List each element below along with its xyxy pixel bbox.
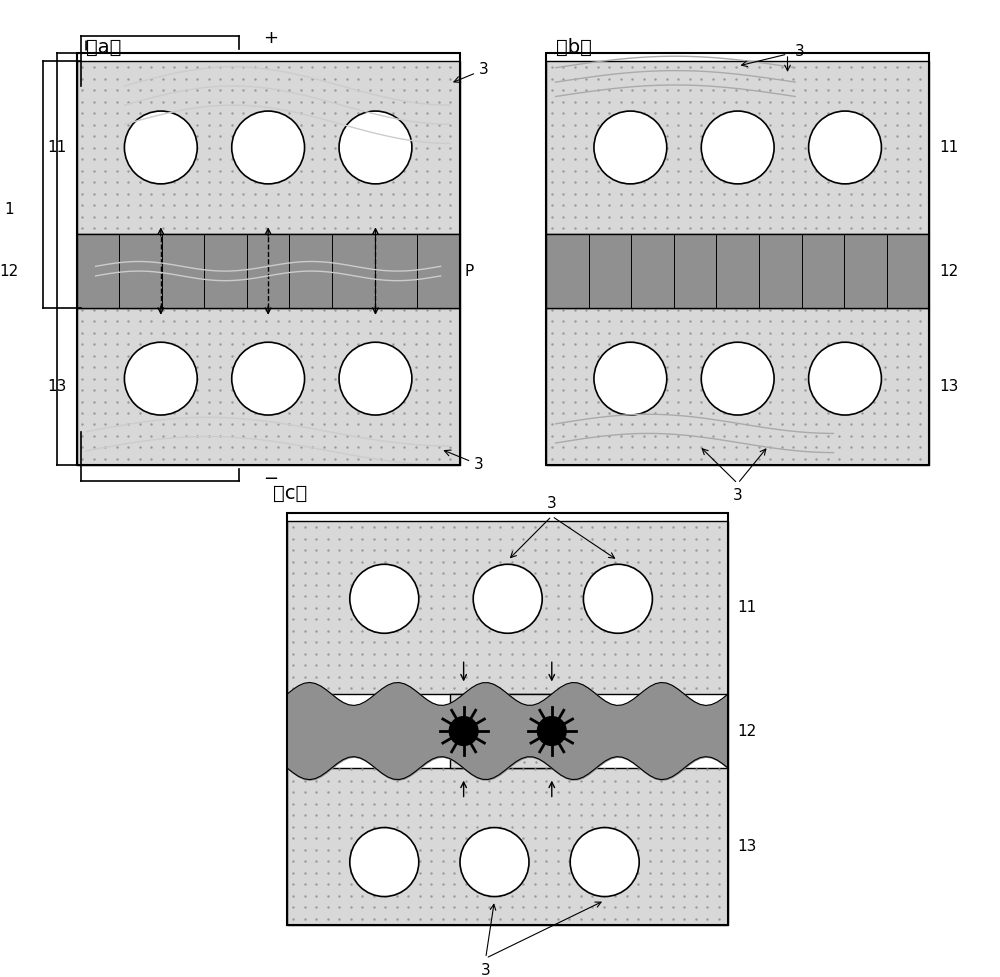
Circle shape: [339, 111, 412, 184]
Circle shape: [232, 111, 305, 184]
Circle shape: [809, 111, 881, 184]
Bar: [77, 234, 460, 308]
Text: （a）: （a）: [86, 38, 121, 58]
Circle shape: [339, 342, 412, 415]
Text: 11: 11: [738, 600, 757, 615]
Bar: [77, 308, 460, 465]
Circle shape: [350, 565, 419, 633]
Text: 3: 3: [547, 496, 557, 511]
Circle shape: [594, 111, 667, 184]
Circle shape: [537, 717, 566, 745]
Text: 3: 3: [481, 963, 491, 977]
Text: −: −: [263, 470, 278, 488]
Text: +: +: [263, 29, 278, 47]
Circle shape: [449, 717, 478, 745]
Bar: [287, 521, 728, 694]
Text: 12: 12: [738, 724, 757, 739]
Bar: [77, 53, 460, 465]
Text: 3: 3: [733, 488, 743, 503]
Circle shape: [460, 828, 529, 897]
Text: 3: 3: [795, 44, 805, 59]
Bar: [450, 694, 566, 768]
Bar: [546, 308, 929, 465]
Text: P: P: [465, 264, 474, 278]
Text: 13: 13: [738, 839, 757, 854]
Circle shape: [809, 342, 881, 415]
Circle shape: [124, 111, 197, 184]
Circle shape: [232, 342, 305, 415]
Bar: [287, 513, 728, 924]
Text: 12: 12: [939, 264, 958, 278]
Text: 3: 3: [454, 63, 489, 82]
Circle shape: [124, 342, 197, 415]
Text: 3: 3: [444, 450, 484, 472]
Circle shape: [594, 342, 667, 415]
Bar: [77, 61, 460, 234]
Bar: [546, 61, 929, 234]
Text: 11: 11: [939, 140, 958, 155]
Circle shape: [473, 565, 542, 633]
Text: 13: 13: [48, 379, 67, 394]
Text: （c）: （c）: [273, 484, 307, 503]
Circle shape: [701, 342, 774, 415]
Text: 11: 11: [48, 140, 67, 155]
Circle shape: [570, 828, 639, 897]
Text: 12: 12: [0, 264, 19, 278]
Text: 1: 1: [5, 202, 14, 217]
Bar: [546, 53, 929, 465]
Text: （b）: （b）: [556, 38, 591, 58]
Circle shape: [583, 565, 652, 633]
Bar: [287, 768, 728, 924]
Text: 13: 13: [939, 379, 958, 394]
Bar: [546, 234, 929, 308]
Circle shape: [350, 828, 419, 897]
Circle shape: [701, 111, 774, 184]
